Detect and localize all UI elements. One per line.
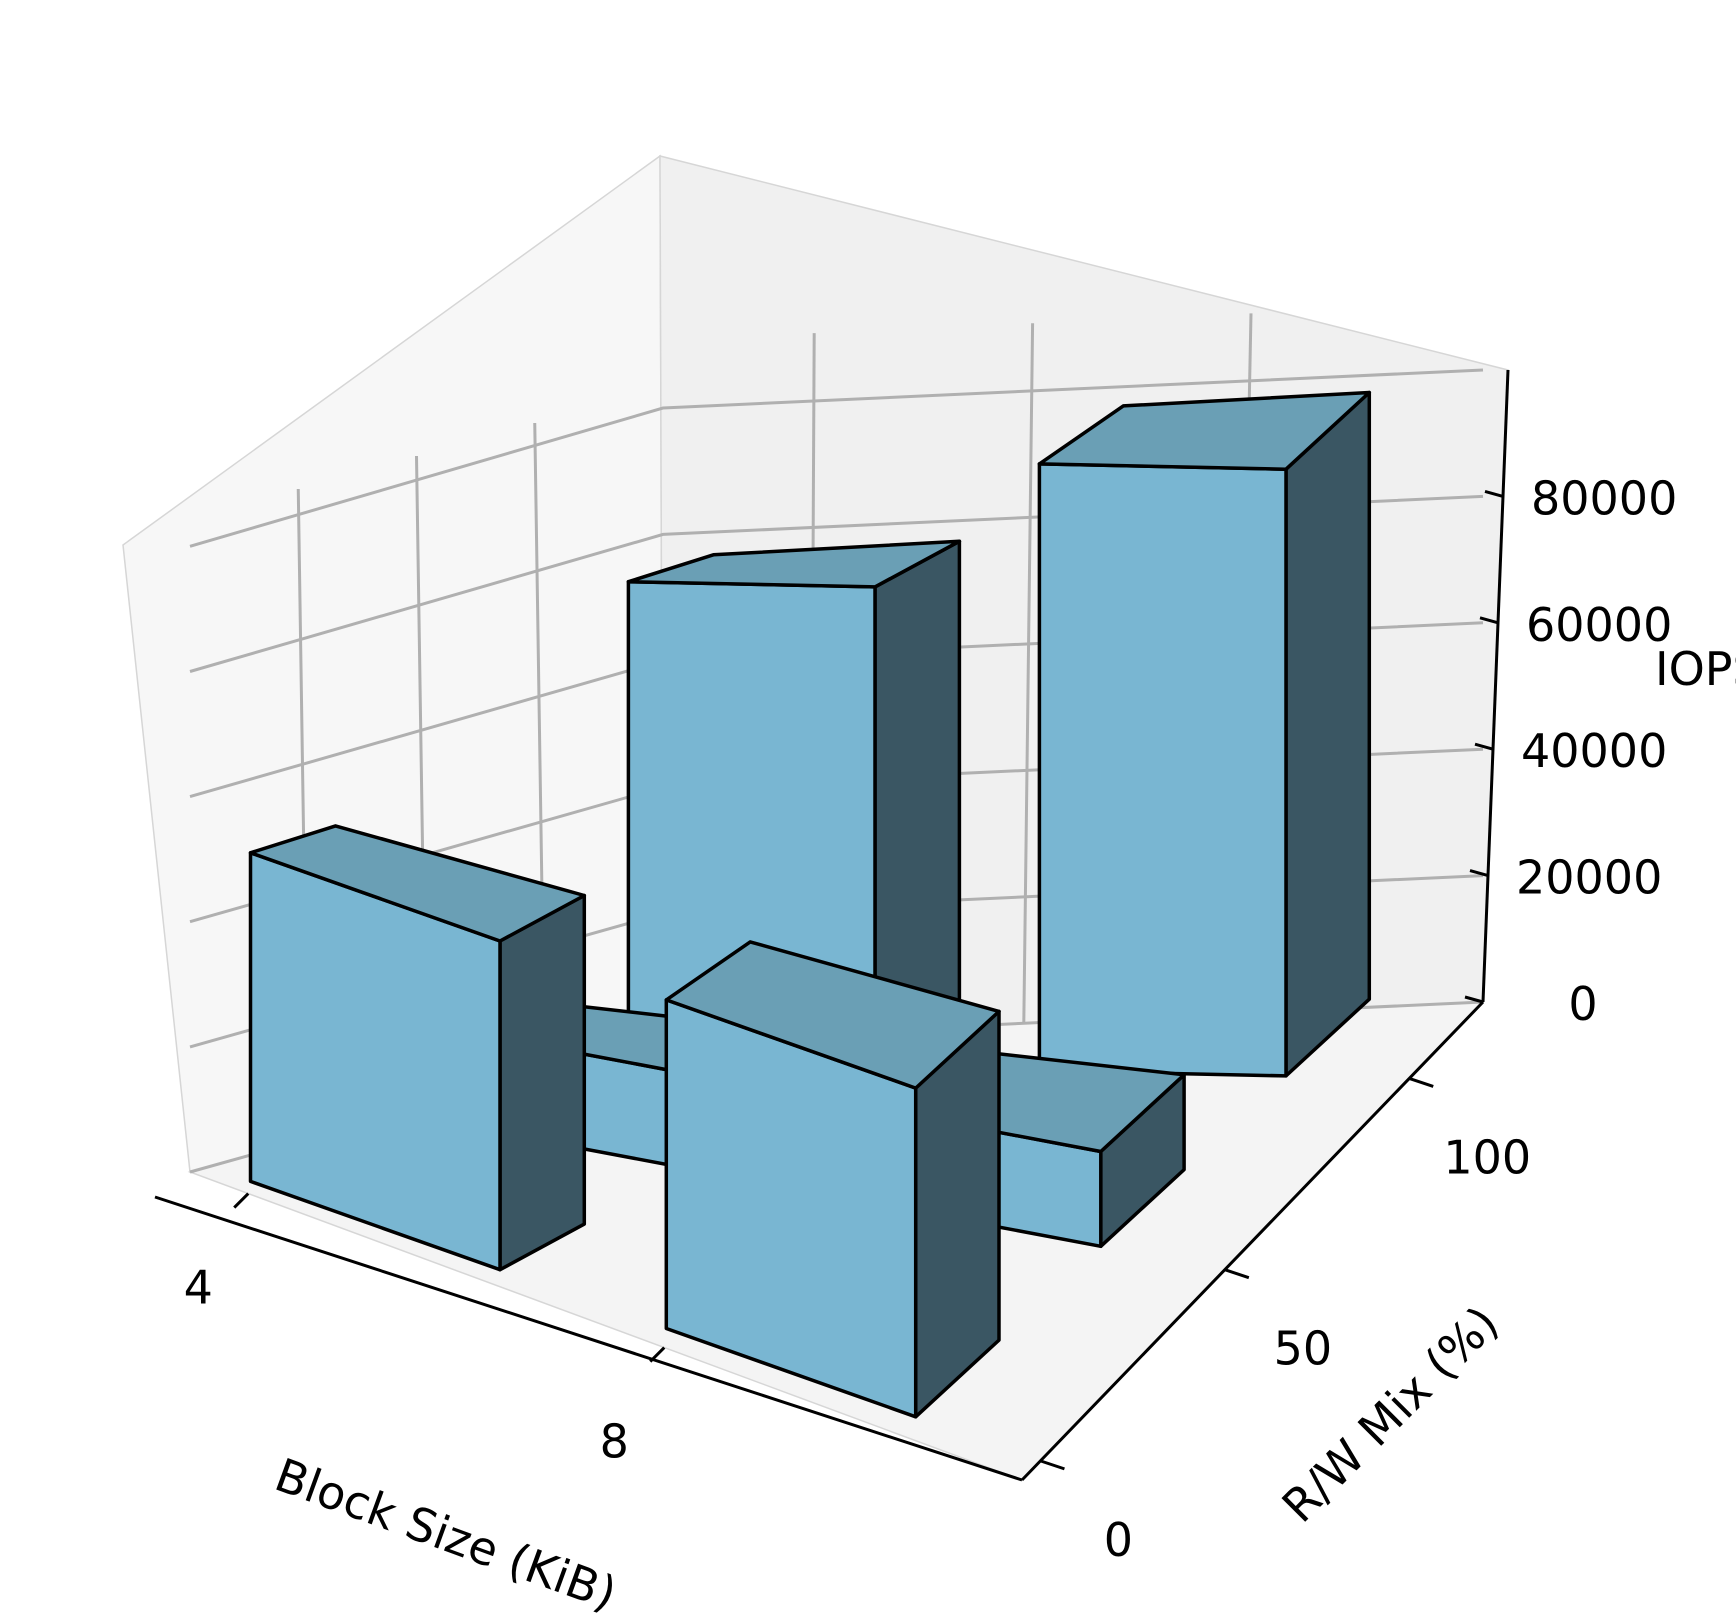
y-tick-mark bbox=[1408, 1077, 1434, 1088]
bar-side-face bbox=[1284, 390, 1372, 1078]
bar-front-face bbox=[1037, 462, 1288, 1078]
z-axis-line bbox=[1481, 369, 1510, 1003]
z-tick-label: 0 bbox=[1568, 977, 1597, 1031]
bar-top-face bbox=[664, 940, 1001, 1090]
axes bbox=[154, 369, 1510, 1482]
bar-8kib-100pct bbox=[1037, 390, 1372, 1078]
z-tick-mark bbox=[1484, 489, 1504, 498]
z-tick-mark bbox=[1474, 742, 1494, 751]
z-tick-mark bbox=[1479, 616, 1499, 625]
x-tick-mark bbox=[649, 1346, 666, 1363]
z-tick-label: 40000 bbox=[1521, 724, 1667, 778]
x-axis-label: Block Size (KiB) bbox=[268, 1448, 623, 1620]
bar-top-face bbox=[626, 539, 962, 589]
ticks: 4 8 0 50 100 0 20000 40000 60000 80000 bbox=[184, 471, 1678, 1566]
x-tick-mark bbox=[233, 1192, 250, 1209]
x-tick-label: 4 bbox=[184, 1261, 213, 1315]
bars bbox=[248, 390, 1372, 1419]
z-grid-line bbox=[189, 368, 1484, 548]
y-tick-label: 50 bbox=[1274, 1322, 1333, 1376]
x-axis-line bbox=[154, 1195, 1023, 1482]
z-tick-label: 60000 bbox=[1526, 598, 1672, 652]
y-axis-line bbox=[1020, 1000, 1485, 1482]
bar-top-face bbox=[1037, 390, 1372, 471]
z-tick-label: 80000 bbox=[1531, 471, 1677, 525]
z-axis-label: IOPS bbox=[1655, 642, 1736, 696]
x-grid-line bbox=[1022, 323, 1035, 1024]
y-tick-mark bbox=[1224, 1268, 1250, 1280]
bar-4kib-0pct bbox=[248, 824, 587, 1272]
bar-side-face bbox=[498, 893, 587, 1272]
x-tick-label: 8 bbox=[600, 1415, 629, 1469]
y-tick-label: 0 bbox=[1104, 1513, 1133, 1567]
bar-4kib-100pct bbox=[626, 539, 962, 1069]
z-tick-mark bbox=[1464, 995, 1484, 1004]
bar-top-face bbox=[248, 824, 587, 943]
z-tick-label: 20000 bbox=[1516, 851, 1662, 905]
y-tick-mark bbox=[1039, 1459, 1065, 1471]
z-tick-mark bbox=[1469, 869, 1489, 878]
y-tick-label: 100 bbox=[1443, 1130, 1531, 1184]
bar-8kib-0pct bbox=[664, 940, 1001, 1419]
